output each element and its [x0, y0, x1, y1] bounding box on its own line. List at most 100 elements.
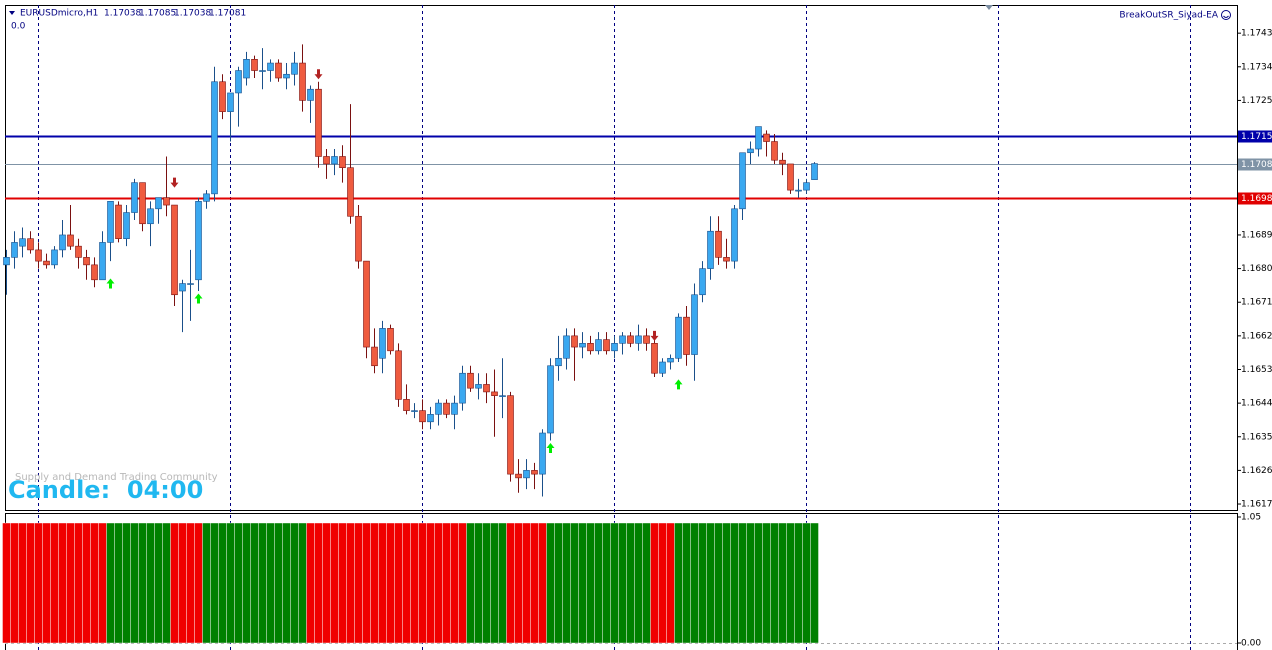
candle-body — [387, 328, 394, 352]
indicator-bar — [418, 522, 427, 644]
candle-body — [683, 316, 690, 355]
indicator-bar — [626, 522, 635, 644]
candle-body — [675, 316, 682, 359]
indicator-bar — [586, 522, 595, 644]
indicator-bar — [434, 522, 443, 644]
candle-body — [27, 238, 34, 251]
candle-body — [563, 335, 570, 359]
indicator-bar — [514, 522, 523, 644]
watermark: Supply and Demand Trading Community — [15, 472, 218, 483]
candle-body — [203, 193, 210, 202]
candle-body — [179, 283, 186, 292]
candle-timer: Candle: 04:00 — [8, 476, 203, 504]
candle-body — [571, 335, 578, 348]
indicator-bar — [562, 522, 571, 644]
candle-body — [259, 70, 266, 72]
subtitle: 0.0 — [11, 22, 26, 32]
candle-body — [139, 182, 146, 225]
header-open: 1.17038 — [104, 9, 141, 19]
candle-body — [75, 245, 82, 258]
scroll-marker — [985, 5, 993, 10]
candle-body — [619, 335, 626, 344]
indicator-bar — [346, 522, 355, 644]
indicator-bar — [682, 522, 691, 644]
candle-body — [107, 201, 114, 243]
ea-smiley — [1221, 10, 1231, 20]
candle-body — [315, 88, 322, 157]
indicator-bar — [258, 522, 267, 644]
candle-body — [515, 473, 522, 479]
indicator-bar — [802, 522, 811, 644]
candle-body — [651, 343, 658, 374]
y-tick-label: 1.16710 — [1241, 298, 1272, 308]
signal-arrow-up — [106, 278, 115, 289]
level-label-box — [1238, 130, 1272, 143]
indicator-bar — [674, 522, 683, 644]
candle-body — [699, 268, 706, 296]
candle-body — [195, 201, 202, 281]
signal-arrow-down — [170, 177, 179, 188]
candle-body — [587, 343, 594, 352]
indicator-bar — [74, 522, 83, 644]
indicator-bar — [306, 522, 315, 644]
indicator-bar — [650, 522, 659, 644]
indicator-bar — [146, 522, 155, 644]
candle-body — [811, 163, 818, 180]
candle-body — [267, 62, 274, 71]
indicator-bar — [138, 522, 147, 644]
candle-body — [779, 159, 786, 165]
candle-body — [747, 148, 754, 154]
candle-body — [771, 141, 778, 161]
candle-body — [795, 189, 802, 192]
candle-body — [507, 395, 514, 475]
candle-body — [691, 294, 698, 355]
candle-body — [131, 182, 138, 213]
indicator-bar — [482, 522, 491, 644]
candle-body — [251, 59, 258, 71]
signal-arrow-down — [650, 330, 659, 341]
indicator-bar — [714, 522, 723, 644]
ea-name: BreakOutSR_Siyad-EA — [1119, 11, 1218, 21]
indicator-bar — [730, 522, 739, 644]
candle-body — [467, 372, 474, 389]
candle-body — [371, 346, 378, 367]
indicator-bar — [810, 522, 819, 644]
candle-body — [51, 249, 58, 266]
indicator-bar — [298, 522, 307, 644]
candle-body — [155, 197, 162, 210]
indicator-bar — [794, 522, 803, 644]
indicator-bar — [642, 522, 651, 644]
candle-body — [419, 410, 426, 423]
indicator-bar — [202, 522, 211, 644]
candle-body — [739, 152, 746, 210]
indicator-bar — [370, 522, 379, 644]
indicator-bar — [498, 522, 507, 644]
indicator-bar — [122, 522, 131, 644]
indicator-bar — [218, 522, 227, 644]
candle-body — [723, 257, 730, 262]
indicator-bar — [130, 522, 139, 644]
y-tick-label: 1.17250 — [1241, 96, 1272, 106]
indicator-bar — [474, 522, 483, 644]
indicator-bar — [82, 522, 91, 644]
candle-body — [147, 208, 154, 225]
indicator-bar — [578, 522, 587, 644]
menu-triangle — [9, 11, 15, 15]
indicator-bar — [554, 522, 563, 644]
signal-arrow-up — [546, 442, 555, 453]
indicator-bar — [362, 522, 371, 644]
candle-body — [483, 384, 490, 393]
indicator-bar — [274, 522, 283, 644]
candle-body — [411, 410, 418, 412]
candle-body — [475, 384, 482, 389]
candle-body — [427, 414, 434, 423]
indicator-bar — [330, 522, 339, 644]
indicator-bar — [2, 522, 11, 644]
y-tick-label: 1.16800 — [1241, 264, 1272, 274]
candle-body — [291, 62, 298, 75]
y-tick-label: 1.17340 — [1241, 62, 1272, 72]
indicator-bar — [658, 522, 667, 644]
indicator-bar — [410, 522, 419, 644]
indicator-bar — [18, 522, 27, 644]
indicator-bar — [106, 522, 115, 644]
